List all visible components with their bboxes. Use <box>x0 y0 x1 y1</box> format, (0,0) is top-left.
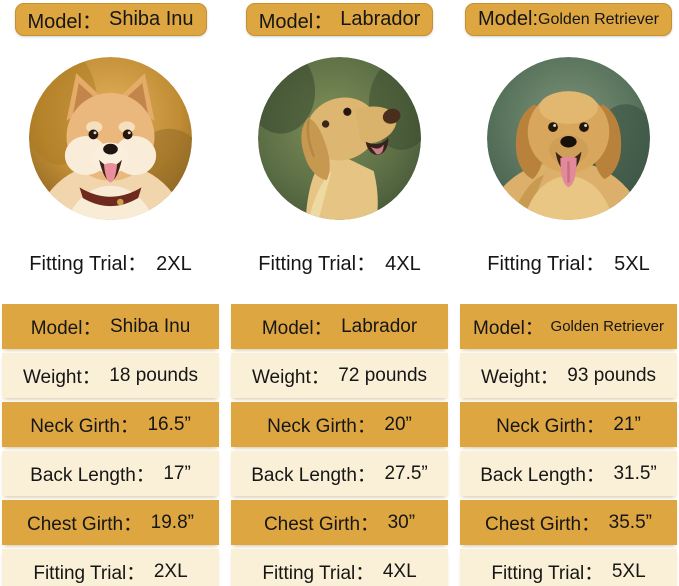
row-label: Model： <box>261 318 333 339</box>
row-label: Weight： <box>251 367 330 388</box>
row-label: Weight： <box>480 367 559 388</box>
row-label: Chest Girth： <box>263 514 380 535</box>
fitting-trial-line: Fitting Trial： 4XL <box>258 247 420 276</box>
column-golden-retriever: Model: Golden Retriever <box>460 0 677 586</box>
row-value: 20” <box>384 413 412 435</box>
table-row-model: Model： Shiba Inu <box>2 304 219 349</box>
row-value: 93 pounds <box>567 364 657 386</box>
table-row-chest-girth: Chest Girth： 35.5” <box>460 500 677 545</box>
model-pill-label: Model: <box>478 8 539 30</box>
row-label: Back Length： <box>251 465 376 486</box>
table-row-fitting-trial: Fitting Trial： 5XL <box>460 549 677 586</box>
row-label: Model： <box>30 318 102 339</box>
row-value: Labrador <box>341 315 418 337</box>
model-pill-golden-retriever: Model: Golden Retriever <box>465 3 672 36</box>
table-row-model: Model： Labrador <box>231 304 448 349</box>
fitting-trial-line: Fitting Trial： 2XL <box>29 247 191 276</box>
model-pill-labrador: Model： Labrador <box>245 3 434 36</box>
row-label: Weight： <box>22 367 101 388</box>
row-value: 18 pounds <box>109 364 199 386</box>
table-row-back-length: Back Length： 17” <box>2 451 219 496</box>
fitting-trial-label: Fitting Trial： <box>258 253 377 275</box>
table-row-back-length: Back Length： 27.5” <box>231 451 448 496</box>
fitting-trial-label: Fitting Trial： <box>487 253 606 275</box>
fitting-trial-value: 2XL <box>156 253 192 275</box>
shiba-inu-illustration <box>29 57 192 220</box>
table-row-chest-girth: Chest Girth： 19.8” <box>2 500 219 545</box>
row-value: 72 pounds <box>338 364 428 386</box>
table-row-back-length: Back Length： 31.5” <box>460 451 677 496</box>
row-value: 5XL <box>611 560 646 582</box>
row-value: 31.5” <box>613 462 657 484</box>
table-row-fitting-trial: Fitting Trial： 4XL <box>231 549 448 586</box>
table-row-weight: Weight： 72 pounds <box>231 353 448 398</box>
table-row-neck-girth: Neck Girth： 20” <box>231 402 448 447</box>
row-label: Neck Girth： <box>30 416 139 437</box>
row-label: Back Length： <box>30 465 155 486</box>
row-value: 16.5” <box>147 413 191 435</box>
fitting-trial-value: 5XL <box>614 253 650 275</box>
table-row-neck-girth: Neck Girth： 16.5” <box>2 402 219 447</box>
row-value: 4XL <box>382 560 417 582</box>
row-label: Chest Girth： <box>27 514 143 535</box>
model-pill-label: Model： <box>27 11 102 33</box>
row-value: 17” <box>163 462 191 484</box>
model-pill-shiba: Model： Shiba Inu <box>14 3 207 36</box>
row-value: Golden Retriever <box>550 318 664 335</box>
row-value: 30” <box>387 511 416 533</box>
golden-retriever-illustration <box>487 57 650 220</box>
row-label: Fitting Trial： <box>262 563 375 584</box>
model-pill-name: Labrador <box>340 8 421 30</box>
labrador-illustration <box>258 57 421 220</box>
row-label: Model： <box>473 318 544 339</box>
row-label: Fitting Trial： <box>33 563 146 584</box>
row-label: Back Length： <box>480 465 605 486</box>
table-row-fitting-trial: Fitting Trial： 2XL <box>2 549 219 586</box>
size-table-golden-retriever: Model： Golden Retriever Weight： 93 pounds … <box>460 304 677 586</box>
row-value: 27.5” <box>384 462 428 484</box>
row-value: Shiba Inu <box>110 315 191 337</box>
row-value: 2XL <box>153 560 188 582</box>
row-value: 19.8” <box>150 511 194 533</box>
model-pill-name: Golden Retriever <box>538 10 659 28</box>
table-row-weight: Weight： 93 pounds <box>460 353 677 398</box>
golden-retriever-photo <box>487 57 650 220</box>
model-pill-name: Shiba Inu <box>108 8 194 30</box>
fitting-trial-label: Fitting Trial： <box>29 253 148 275</box>
row-label: Chest Girth： <box>485 514 601 535</box>
shiba-inu-photo <box>29 57 192 220</box>
size-table-shiba: Model： Shiba Inu Weight： 18 pounds Neck Gi… <box>2 304 219 586</box>
column-labrador: Model： Labrador <box>231 0 448 586</box>
column-shiba-inu: Model： Shiba Inu <box>2 0 219 586</box>
labrador-photo <box>258 57 421 220</box>
table-row-weight: Weight： 18 pounds <box>2 353 219 398</box>
table-row-chest-girth: Chest Girth： 30” <box>231 500 448 545</box>
row-label: Neck Girth： <box>496 416 605 437</box>
model-pill-label: Model： <box>258 11 334 33</box>
row-value: 35.5” <box>608 511 652 533</box>
fitting-trial-value: 4XL <box>385 253 421 275</box>
table-row-neck-girth: Neck Girth： 21” <box>460 402 677 447</box>
table-row-model: Model： Golden Retriever <box>460 304 677 349</box>
size-table-labrador: Model： Labrador Weight： 72 pounds Neck Gir… <box>231 304 448 586</box>
row-value: 21” <box>613 413 641 435</box>
row-label: Neck Girth： <box>267 416 376 437</box>
row-label: Fitting Trial： <box>491 563 604 584</box>
fitting-trial-line: Fitting Trial： 5XL <box>487 247 649 276</box>
